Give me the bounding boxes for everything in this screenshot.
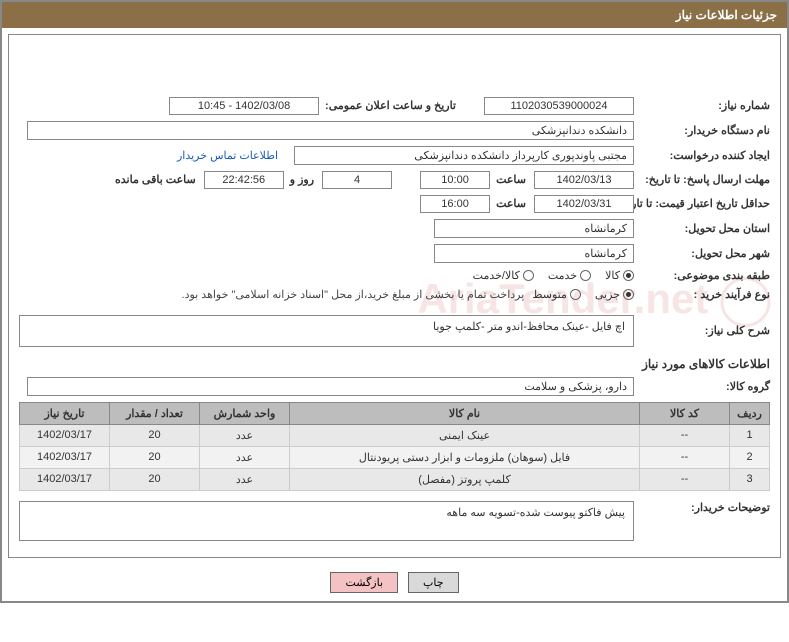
th-name: نام کالا: [290, 402, 640, 424]
category-option-0[interactable]: کالا: [605, 269, 634, 282]
cell-code: --: [640, 446, 730, 468]
process-option-1[interactable]: متوسط: [532, 288, 581, 301]
cell-qty: 20: [110, 446, 200, 468]
row-requester: ایجاد کننده درخواست: مجتبی پاوندپوری کار…: [19, 146, 770, 165]
goods-group-label: گروه کالا:: [640, 380, 770, 393]
goods-group-value: دارو، پزشکی و سلامت: [27, 377, 634, 396]
city-label: شهر محل تحویل:: [640, 247, 770, 260]
cell-date: 1402/03/17: [20, 446, 110, 468]
need-number-value: 1102030539000024: [484, 97, 634, 115]
cell-name: کلمپ پروتز (مفصل): [290, 468, 640, 490]
row-reply-deadline: مهلت ارسال پاسخ: تا تاریخ: 1402/03/13 سا…: [19, 171, 770, 189]
category-option-1[interactable]: خدمت: [548, 269, 591, 282]
category-radio-group: کالا خدمت کالا/خدمت: [473, 269, 634, 282]
buttons-row: چاپ بازگشت: [2, 564, 787, 601]
th-code: کد کالا: [640, 402, 730, 424]
panel-header: جزئیات اطلاعات نیاز: [2, 2, 787, 28]
row-desc: شرح کلی نیاز: اچ فایل -عینک محافظ-اندو م…: [19, 315, 770, 347]
radio-icon: [623, 289, 634, 300]
row-city: شهر محل تحویل: کرمانشاه: [19, 244, 770, 263]
validity-label: حداقل تاریخ اعتبار قیمت: تا تاریخ:: [640, 197, 770, 210]
cell-unit: عدد: [200, 446, 290, 468]
radio-label: متوسط: [532, 288, 567, 301]
panel-content: AriaTender.net شماره نیاز: 1102030539000…: [8, 34, 781, 558]
row-process: نوع فرآیند خرید : جزیی متوسط پرداخت تمام …: [19, 288, 770, 301]
row-validity: حداقل تاریخ اعتبار قیمت: تا تاریخ: 1402/…: [19, 195, 770, 213]
cell-unit: عدد: [200, 468, 290, 490]
province-label: استان محل تحویل:: [640, 222, 770, 235]
radio-label: کالا/خدمت: [473, 269, 520, 282]
time-label-1: ساعت: [496, 173, 526, 186]
city-value: کرمانشاه: [434, 244, 634, 263]
table-row: 3--کلمپ پروتز (مفصل)عدد201402/03/17: [20, 468, 770, 490]
announce-value: 1402/03/08 - 10:45: [169, 97, 319, 115]
validity-time: 16:00: [420, 195, 490, 213]
cell-code: --: [640, 468, 730, 490]
reply-date: 1402/03/13: [534, 171, 634, 189]
remaining-label: ساعت باقی مانده: [115, 173, 196, 186]
row-category: طبقه بندی موضوعی: کالا خدمت کالا/خدمت: [19, 269, 770, 282]
print-button[interactable]: چاپ: [408, 572, 459, 593]
radio-label: خدمت: [548, 269, 577, 282]
back-button[interactable]: بازگشت: [330, 572, 398, 593]
panel-title: جزئیات اطلاعات نیاز: [676, 8, 777, 22]
cell-unit: عدد: [200, 424, 290, 446]
cell-n: 3: [730, 468, 770, 490]
buyer-label: نام دستگاه خریدار:: [640, 124, 770, 137]
province-value: کرمانشاه: [434, 219, 634, 238]
cell-name: عینک ایمنی: [290, 424, 640, 446]
need-number-label: شماره نیاز:: [640, 99, 770, 112]
countdown: 22:42:56: [204, 171, 284, 189]
reply-time: 10:00: [420, 171, 490, 189]
th-unit: واحد شمارش: [200, 402, 290, 424]
radio-icon: [623, 270, 634, 281]
radio-label: کالا: [605, 269, 620, 282]
category-label: طبقه بندی موضوعی:: [640, 269, 770, 282]
process-label: نوع فرآیند خرید :: [640, 288, 770, 301]
row-buyer-notes: توضیحات خریدار: پیش فاکتو پیوست شده-تسوی…: [19, 501, 770, 541]
days-and-label: روز و: [290, 173, 314, 186]
main-panel: جزئیات اطلاعات نیاز AriaTender.net شماره…: [0, 0, 789, 603]
th-qty: تعداد / مقدار: [110, 402, 200, 424]
cell-code: --: [640, 424, 730, 446]
time-label-2: ساعت: [496, 197, 526, 210]
table-row: 2--فایل (سوهان) ملزومات و ابزار دستی پری…: [20, 446, 770, 468]
row-province: استان محل تحویل: کرمانشاه: [19, 219, 770, 238]
cell-n: 1: [730, 424, 770, 446]
cell-qty: 20: [110, 468, 200, 490]
announce-label: تاریخ و ساعت اعلان عمومی:: [325, 99, 456, 112]
requester-label: ایجاد کننده درخواست:: [640, 149, 770, 162]
cell-name: فایل (سوهان) ملزومات و ابزار دستی پریودن…: [290, 446, 640, 468]
radio-label: جزیی: [595, 288, 620, 301]
th-row: ردیف: [730, 402, 770, 424]
goods-table: ردیف کد کالا نام کالا واحد شمارش تعداد /…: [19, 402, 770, 491]
buyer-value: دانشکده دندانپزشکی: [27, 121, 634, 140]
cell-date: 1402/03/17: [20, 424, 110, 446]
buyer-contact-link[interactable]: اطلاعات تماس خریدار: [177, 149, 278, 162]
validity-date: 1402/03/31: [534, 195, 634, 213]
buyer-notes-value: پیش فاکتو پیوست شده-تسویه سه ماهه: [19, 501, 634, 541]
category-option-2[interactable]: کالا/خدمت: [473, 269, 534, 282]
reply-deadline-label: مهلت ارسال پاسخ: تا تاریخ:: [640, 173, 770, 186]
th-date: تاریخ نیاز: [20, 402, 110, 424]
desc-value: اچ فایل -عینک محافظ-اندو متر -کلمپ جویا: [19, 315, 634, 347]
requester-value: مجتبی پاوندپوری کارپرداز دانشکده دندانپز…: [294, 146, 634, 165]
radio-icon: [523, 270, 534, 281]
process-option-0[interactable]: جزیی: [595, 288, 634, 301]
buyer-notes-label: توضیحات خریدار:: [640, 501, 770, 514]
row-goods-group: گروه کالا: دارو، پزشکی و سلامت: [19, 377, 770, 396]
cell-qty: 20: [110, 424, 200, 446]
row-need-number: شماره نیاز: 1102030539000024 تاریخ و ساع…: [19, 97, 770, 115]
process-radio-group: جزیی متوسط: [532, 288, 634, 301]
cell-date: 1402/03/17: [20, 468, 110, 490]
cell-n: 2: [730, 446, 770, 468]
row-buyer: نام دستگاه خریدار: دانشکده دندانپزشکی: [19, 121, 770, 140]
desc-label: شرح کلی نیاز:: [640, 324, 770, 337]
radio-icon: [580, 270, 591, 281]
payment-note: پرداخت تمام یا بخشی از مبلغ خرید،از محل …: [182, 288, 525, 301]
radio-icon: [570, 289, 581, 300]
days-count: 4: [322, 171, 392, 189]
goods-info-title: اطلاعات کالاهای مورد نیاز: [19, 357, 770, 371]
table-row: 1--عینک ایمنیعدد201402/03/17: [20, 424, 770, 446]
